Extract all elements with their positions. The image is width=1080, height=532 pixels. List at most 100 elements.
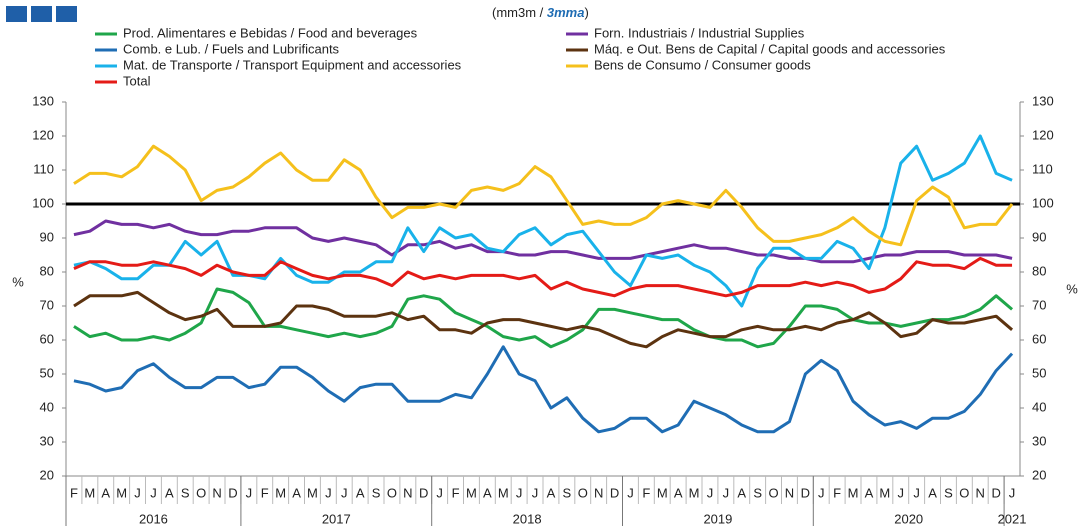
x-tick-label: J (898, 485, 905, 500)
x-tick-label: N (594, 485, 603, 500)
y2-tick-label: 90 (1032, 229, 1046, 244)
x-tick-label: O (578, 485, 588, 500)
x-tick-label: M (116, 485, 127, 500)
series-line (73, 144, 1014, 247)
y2-tick-label: 130 (1032, 93, 1054, 108)
x-tick-label: N (212, 485, 221, 500)
x-tick-label: O (387, 485, 397, 500)
legend-label: Forn. Industriais / Industrial Supplies (594, 25, 805, 40)
x-tick-label: D (610, 485, 619, 500)
y-tick-label: 80 (40, 263, 54, 278)
y2-tick-label: 80 (1032, 263, 1046, 278)
x-tick-label: S (753, 485, 762, 500)
y-tick-label: 90 (40, 229, 54, 244)
year-label: 2018 (513, 511, 542, 526)
y-tick-label: 60 (40, 331, 54, 346)
x-tick-label: A (101, 485, 110, 500)
y2-tick-label: 60 (1032, 331, 1046, 346)
x-tick-label: M (657, 485, 668, 500)
y-tick-label: 50 (40, 365, 54, 380)
series-line (73, 256, 1013, 298)
x-tick-label: J (150, 485, 157, 500)
x-tick-label: A (483, 485, 492, 500)
x-tick-label: J (436, 485, 443, 500)
series-line (73, 287, 1014, 349)
x-tick-label: J (818, 485, 825, 500)
x-tick-label: A (356, 485, 365, 500)
x-tick-label: O (196, 485, 206, 500)
subtitle-part: 3mma (547, 5, 585, 20)
x-tick-label: M (275, 485, 286, 500)
series-line (73, 345, 1014, 434)
x-tick-label: A (928, 485, 937, 500)
x-tick-label: A (165, 485, 174, 500)
x-tick-label: A (737, 485, 746, 500)
series-line (73, 290, 1014, 349)
x-tick-label: N (785, 485, 794, 500)
x-tick-label: M (848, 485, 859, 500)
x-tick-label: N (976, 485, 985, 500)
x-tick-label: M (466, 485, 477, 500)
y2-axis-label: % (1066, 281, 1078, 296)
y2-tick-label: 50 (1032, 365, 1046, 380)
x-tick-label: D (801, 485, 810, 500)
x-tick-label: F (70, 485, 78, 500)
x-tick-label: S (181, 485, 190, 500)
x-tick-label: D (228, 485, 237, 500)
x-tick-label: A (674, 485, 683, 500)
x-tick-label: J (325, 485, 332, 500)
y-tick-label: 120 (32, 127, 54, 142)
year-label: 2021 (998, 511, 1027, 526)
legend-label: Máq. e Out. Bens de Capital / Capital go… (594, 41, 946, 56)
y2-tick-label: 120 (1032, 127, 1054, 142)
y2-tick-label: 110 (1032, 161, 1053, 176)
x-tick-label: M (498, 485, 509, 500)
x-tick-label: M (84, 485, 95, 500)
y2-tick-label: 30 (1032, 433, 1046, 448)
logo-block (31, 6, 52, 22)
x-tick-label: A (865, 485, 874, 500)
legend-label: Prod. Alimentares e Bebidas / Food and b… (123, 25, 418, 40)
x-tick-label: J (723, 485, 730, 500)
year-label: 2017 (322, 511, 351, 526)
x-tick-label: M (689, 485, 700, 500)
x-tick-label: J (246, 485, 253, 500)
x-tick-label: F (452, 485, 460, 500)
y-tick-label: 70 (40, 297, 54, 312)
y2-tick-label: 20 (1032, 467, 1046, 482)
series-line (73, 219, 1013, 264)
y2-tick-label: 100 (1032, 195, 1054, 210)
y-tick-label: 40 (40, 399, 54, 414)
x-tick-label: N (403, 485, 412, 500)
subtitle: (mm3m / 3mma) (492, 5, 589, 20)
legend-label: Comb. e Lub. / Fuels and Lubrificants (123, 41, 340, 56)
x-tick-label: J (134, 485, 141, 500)
y-tick-label: 100 (32, 195, 54, 210)
legend-label: Mat. de Transporte / Transport Equipment… (123, 57, 462, 72)
x-tick-label: S (944, 485, 953, 500)
x-tick-label: F (642, 485, 650, 500)
x-tick-label: J (341, 485, 348, 500)
year-label: 2020 (894, 511, 923, 526)
x-tick-label: O (768, 485, 778, 500)
subtitle-part: ) (584, 5, 588, 20)
logo-block (6, 6, 27, 22)
x-tick-label: A (547, 485, 556, 500)
x-tick-label: A (292, 485, 301, 500)
x-tick-label: O (959, 485, 969, 500)
x-tick-label: J (532, 485, 539, 500)
logo-block (56, 6, 77, 22)
y-tick-label: 110 (33, 161, 54, 176)
x-tick-label: J (516, 485, 523, 500)
x-tick-label: S (563, 485, 572, 500)
legend-label: Total (123, 73, 151, 88)
x-tick-label: J (707, 485, 714, 500)
y2-tick-label: 40 (1032, 399, 1046, 414)
x-tick-label: M (879, 485, 890, 500)
year-label: 2019 (703, 511, 732, 526)
x-tick-label: J (627, 485, 634, 500)
y-tick-label: 20 (40, 467, 54, 482)
y2-tick-label: 70 (1032, 297, 1046, 312)
x-tick-label: D (991, 485, 1000, 500)
